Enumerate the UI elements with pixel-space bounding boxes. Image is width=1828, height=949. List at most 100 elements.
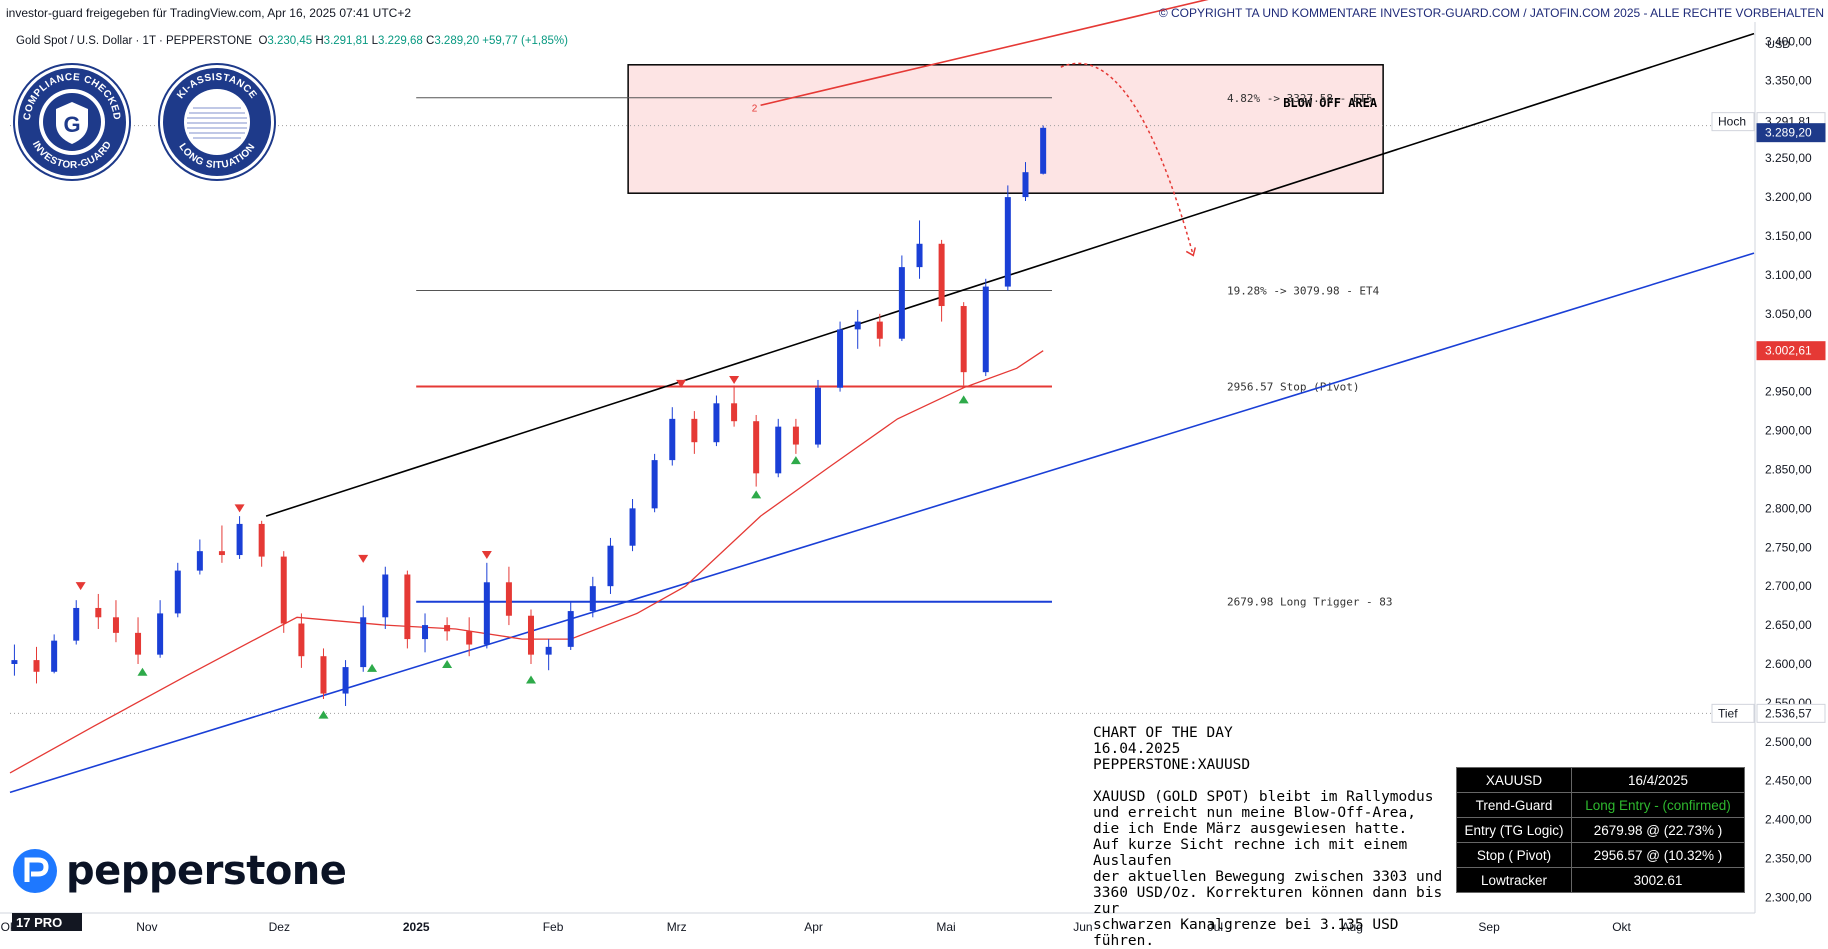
table-value: 16/4/2025 bbox=[1571, 767, 1745, 793]
candle-body bbox=[651, 460, 658, 509]
level-label: 4.82% -> 3327.58 - ET5 bbox=[1227, 92, 1373, 105]
y-tick-label: 3.150,00 bbox=[1765, 229, 1812, 243]
candle-body bbox=[876, 321, 883, 339]
candle-body bbox=[589, 586, 596, 612]
red-target-line bbox=[760, 0, 1209, 107]
candle-body bbox=[713, 403, 720, 443]
buy-signal-marker bbox=[790, 456, 801, 465]
trend-guard-summary-table: XAUUSD 16/4/2025 Trend-Guard Long Entry … bbox=[1456, 767, 1745, 893]
y-tick-label: 2.950,00 bbox=[1765, 385, 1812, 399]
candle-body bbox=[422, 625, 429, 640]
y-tick-label: 2.650,00 bbox=[1765, 618, 1812, 632]
candle-body bbox=[1040, 127, 1047, 174]
commentary-line: 3360 USD/Oz. Korrekturen können dann bis… bbox=[1093, 885, 1443, 917]
blue-channel-line bbox=[9, 252, 1755, 794]
ki-assistance-badge-icon: KI-ASSISTANCE LONG SITUATION bbox=[158, 63, 276, 181]
candle-body bbox=[792, 426, 799, 445]
y-tick-label: 2.850,00 bbox=[1765, 462, 1812, 476]
ohlc-legend: Gold Spot / U.S. Dollar · 1T · PEPPERSTO… bbox=[16, 35, 568, 47]
candle-body bbox=[898, 267, 905, 339]
candle-body bbox=[135, 632, 142, 655]
commentary-line: die ich Ende März ausgewiesen hatte. bbox=[1093, 821, 1408, 837]
y-tick-label: 3.350,00 bbox=[1765, 73, 1812, 87]
candle-body bbox=[982, 286, 989, 373]
annotation-number: 2 bbox=[752, 104, 758, 115]
sell-signal-marker bbox=[75, 582, 86, 591]
price-tag-label: Hoch bbox=[1718, 115, 1746, 129]
candle-body bbox=[95, 607, 102, 618]
candle-body bbox=[298, 623, 305, 657]
open-value: 3.230,45 bbox=[267, 35, 313, 47]
moving-average-line bbox=[9, 350, 1044, 774]
price-label-value: 3.289,20 bbox=[1765, 126, 1812, 140]
y-tick-label: 3.050,00 bbox=[1765, 307, 1812, 321]
candle-body bbox=[280, 556, 287, 624]
candle-body bbox=[837, 329, 844, 388]
compliance-badge-icon: COMPLIANCE CHECKED INVESTOR-GUARD G bbox=[13, 63, 131, 181]
y-tick-label: 2.400,00 bbox=[1765, 813, 1812, 827]
chart-of-the-day-commentary: CHART OF THE DAY 16.04.2025 PEPPERSTONE:… bbox=[1093, 725, 1453, 949]
candle-body bbox=[567, 611, 574, 647]
y-tick-label: 2.300,00 bbox=[1765, 890, 1812, 904]
candle-body bbox=[236, 523, 243, 556]
price-tag-box bbox=[1711, 703, 1755, 723]
buy-signal-marker bbox=[318, 710, 329, 719]
candle-body bbox=[258, 523, 265, 557]
price-label-value: 2.536,57 bbox=[1765, 706, 1812, 720]
candle-body bbox=[483, 582, 490, 645]
sell-signal-marker bbox=[481, 551, 492, 560]
compliance-letter: G bbox=[63, 112, 80, 137]
close-value: 3.289,20 bbox=[434, 35, 480, 47]
candle-body bbox=[753, 421, 760, 474]
level-label: 2956.57 Stop (Pivot) bbox=[1227, 381, 1359, 394]
pepperstone-logo: pepperstone bbox=[12, 848, 347, 894]
symbol-label: Gold Spot / U.S. Dollar · 1T · PEPPERSTO… bbox=[16, 35, 253, 47]
price-tag-box bbox=[1711, 112, 1755, 132]
high-label: H bbox=[315, 35, 324, 47]
candle-body bbox=[112, 617, 119, 633]
tv-logo-text: 17 PRO bbox=[16, 915, 62, 930]
candle-body bbox=[51, 640, 58, 672]
x-tick-label: Aug bbox=[1342, 920, 1363, 934]
commentary-line: der aktuellen Bewegung zwischen 3303 und bbox=[1093, 869, 1443, 885]
price-label-box bbox=[1756, 341, 1826, 361]
pepperstone-wordmark: pepperstone bbox=[66, 848, 347, 894]
candle-body bbox=[1004, 197, 1011, 287]
table-key: Lowtracker bbox=[1456, 867, 1572, 893]
table-value: Long Entry - (confirmed) bbox=[1571, 792, 1745, 818]
candle-body bbox=[814, 387, 821, 445]
candle-body bbox=[466, 631, 473, 645]
x-tick-label: Okt bbox=[1612, 920, 1631, 934]
table-row: XAUUSD 16/4/2025 bbox=[1456, 767, 1745, 793]
candle-body bbox=[916, 243, 923, 268]
sell-signal-marker bbox=[358, 554, 369, 563]
blow-off-area-label: BLOW OFF AREA bbox=[1283, 96, 1378, 110]
candle-body bbox=[157, 613, 164, 655]
x-tick-label: Apr bbox=[804, 920, 823, 934]
y-tick-label: 3.200,00 bbox=[1765, 190, 1812, 204]
projection-arrow-icon bbox=[1185, 247, 1196, 257]
candle-body bbox=[960, 306, 967, 373]
candle-body bbox=[854, 321, 861, 330]
low-label: L bbox=[371, 35, 379, 47]
candle-body bbox=[196, 551, 203, 571]
y-tick-label: 2.450,00 bbox=[1765, 774, 1812, 788]
table-key: Entry (TG Logic) bbox=[1456, 817, 1572, 843]
commentary-line: schwarzen Kanalgrenze bei 3.135 USD führ… bbox=[1093, 917, 1399, 949]
y-tick-label: 2.900,00 bbox=[1765, 424, 1812, 438]
candle-body bbox=[775, 426, 782, 474]
x-tick-label: Mai bbox=[936, 920, 955, 934]
candle-body bbox=[527, 615, 534, 655]
buy-signal-marker bbox=[958, 395, 969, 404]
table-key: Stop ( Pivot) bbox=[1456, 842, 1572, 868]
table-value: 2956.57 @ (10.32% ) bbox=[1571, 842, 1745, 868]
price-tag-label: Tief bbox=[1718, 706, 1738, 720]
commentary-date: 16.04.2025 bbox=[1093, 741, 1181, 757]
x-tick-label: Jul bbox=[1208, 920, 1223, 934]
y-tick-label: 2.500,00 bbox=[1765, 735, 1812, 749]
price-label-value: 3.002,61 bbox=[1765, 344, 1812, 358]
candle-body bbox=[73, 607, 80, 641]
commentary-line: und erreicht nun meine Blow-Off-Area, bbox=[1093, 805, 1417, 821]
x-tick-label: Mrz bbox=[667, 920, 687, 934]
